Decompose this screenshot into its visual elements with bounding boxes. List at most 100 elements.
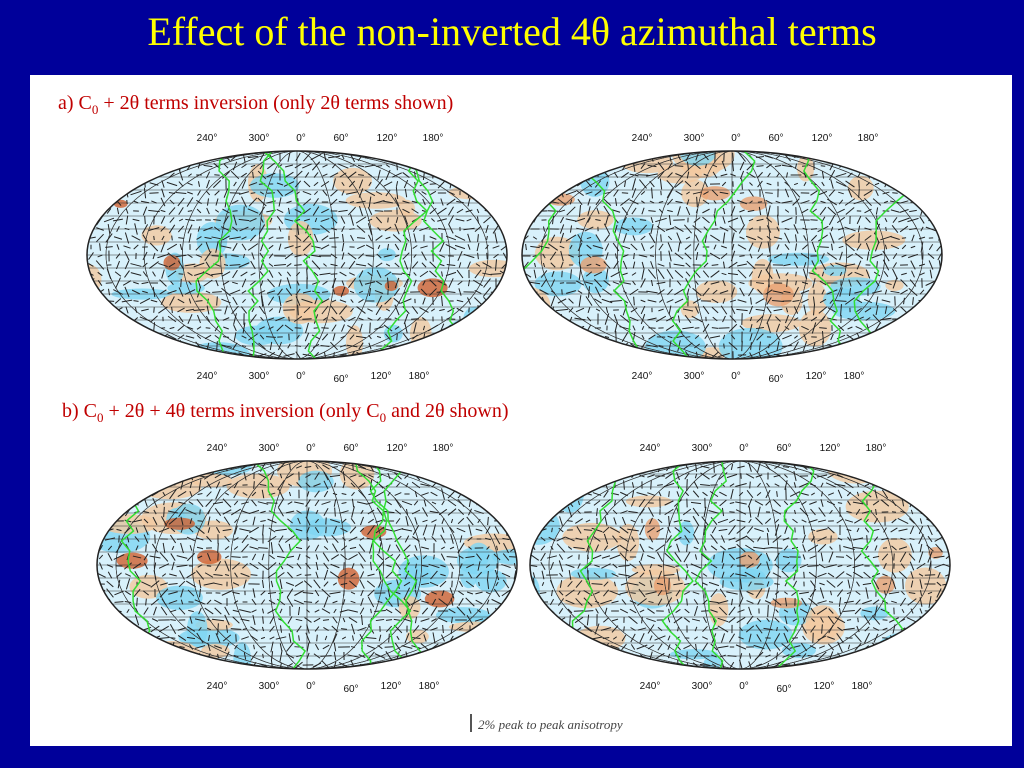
anisotropy-dash <box>474 297 482 305</box>
anisotropy-dash <box>395 217 399 223</box>
anisotropy-dash <box>414 545 418 551</box>
anisotropy-dash <box>250 280 256 286</box>
anisotropy-dash <box>865 280 871 286</box>
anisotropy-dash <box>330 198 338 206</box>
anisotropy-dash <box>614 253 618 259</box>
anisotropy-dash <box>558 327 566 329</box>
anisotropy-dash <box>768 343 770 349</box>
anisotropy-dash <box>197 190 201 196</box>
anisotropy-dash <box>160 197 166 207</box>
anisotropy-dash <box>587 198 591 206</box>
anisotropy-dash <box>574 217 586 223</box>
caption-text: and 2θ shown) <box>386 400 509 422</box>
anisotropy-dash <box>703 173 709 177</box>
anisotropy-dash <box>185 580 197 588</box>
meridian <box>115 461 499 669</box>
anisotropy-dash <box>285 510 295 514</box>
anisotropy-dash <box>268 308 274 312</box>
anisotropy-dash <box>89 163 93 169</box>
anisotropy-dash <box>253 481 255 489</box>
anisotropy-dash <box>918 551 924 563</box>
anisotropy-dash <box>872 290 882 294</box>
anisotropy-dash <box>741 340 743 352</box>
anisotropy-dash <box>502 500 510 506</box>
anisotropy-dash <box>431 464 437 470</box>
anisotropy-dash <box>334 507 336 517</box>
anisotropy-dash <box>631 188 637 198</box>
anisotropy-dash <box>639 219 647 221</box>
meridian <box>192 461 422 669</box>
anisotropy-dash <box>636 644 648 650</box>
anisotropy-dash <box>270 641 274 653</box>
anisotropy-dash <box>368 173 372 177</box>
anisotropy-dash <box>357 253 365 259</box>
anisotropy-dash <box>818 661 826 669</box>
anisotropy-dash <box>647 492 655 496</box>
anisotropy-dash <box>178 506 186 518</box>
anisotropy-dash <box>657 263 665 267</box>
anisotropy-dash <box>756 634 762 642</box>
anisotropy-dash <box>784 181 790 187</box>
anisotropy-dash <box>585 470 591 482</box>
anisotropy-dash <box>919 341 925 351</box>
anisotropy-dash <box>420 582 430 586</box>
anisotropy-dash <box>323 263 327 267</box>
anisotropy-dash <box>475 263 481 267</box>
anisotropy-dash <box>799 563 809 569</box>
anisotropy-dash <box>623 216 627 224</box>
anisotropy-dash <box>152 271 156 277</box>
anisotropy-dash <box>730 250 736 262</box>
anisotropy-dash <box>229 264 241 266</box>
anisotropy-dash <box>375 190 383 196</box>
anisotropy-dash <box>675 190 683 196</box>
anisotropy-dash <box>844 198 856 206</box>
anisotropy-dash <box>533 307 537 313</box>
anisotropy-dash <box>587 153 591 161</box>
anisotropy-dash <box>233 324 237 332</box>
anisotropy-dash <box>229 236 241 240</box>
anisotropy-dash <box>315 509 319 515</box>
anisotropy-dash <box>637 174 649 176</box>
anisotropy-dash <box>872 555 880 559</box>
anisotropy-dash <box>640 191 646 195</box>
anisotropy-dash <box>321 501 331 505</box>
anisotropy-dash <box>231 562 241 570</box>
anisotropy-dash <box>909 343 917 349</box>
anisotropy-dash <box>756 156 764 158</box>
anisotropy-dash <box>376 270 382 278</box>
anisotropy-dash <box>349 526 357 534</box>
anisotropy-dash <box>270 580 274 588</box>
anisotropy-dash <box>684 608 690 614</box>
anisotropy-dash <box>500 325 507 331</box>
anisotropy-dash <box>341 242 345 252</box>
anisotropy-dash <box>645 591 657 595</box>
anisotropy-dash <box>188 233 192 243</box>
anisotropy-dash <box>883 154 889 160</box>
anisotropy-dash <box>543 343 545 349</box>
anisotropy-dash <box>694 606 698 616</box>
anisotropy-dash <box>266 502 278 504</box>
anisotropy-dash <box>512 516 517 526</box>
anisotropy-dash <box>702 216 710 224</box>
anisotropy-dash <box>837 641 843 653</box>
anisotropy-dash <box>819 587 825 599</box>
anisotropy-dash <box>639 508 645 516</box>
anisotropy-dash <box>938 172 942 178</box>
anisotropy-dash <box>133 588 141 598</box>
anisotropy-dash <box>758 206 762 216</box>
anisotropy-dash <box>621 207 629 215</box>
anisotropy-dash <box>828 624 834 634</box>
anisotropy-dash <box>441 527 445 533</box>
anisotropy-dash <box>179 465 185 469</box>
anisotropy-dash <box>320 298 330 304</box>
anisotropy-dash <box>657 564 663 568</box>
velocity-anomaly <box>522 151 553 176</box>
anisotropy-dash <box>252 171 254 179</box>
anisotropy-dash <box>251 298 255 304</box>
anisotropy-dash <box>559 282 565 284</box>
anisotropy-dash <box>757 236 763 240</box>
anisotropy-dash <box>640 553 644 561</box>
anisotropy-dash <box>928 641 932 653</box>
anisotropy-dash <box>492 245 500 249</box>
anisotropy-dash <box>884 350 888 359</box>
